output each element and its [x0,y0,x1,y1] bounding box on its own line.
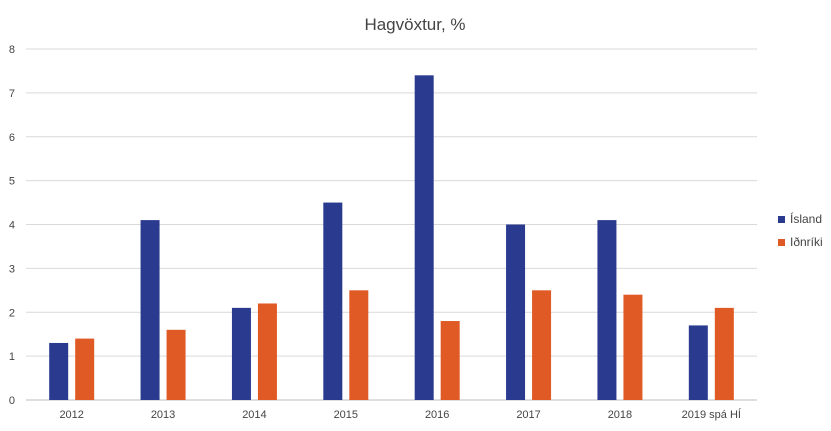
y-tick-label: 6 [9,132,15,144]
x-tick-label: 2012 [59,409,83,421]
y-tick-label: 7 [9,88,15,100]
x-tick-label: 2016 [425,409,449,421]
x-axis-ticks: 2012 2013 2014 2015 2016 2017 2018 2019 spá HÍ [59,408,741,421]
bar-island-4 [414,75,434,400]
legend-swatch [778,216,785,223]
x-tick-label: 2019 spá HÍ [682,408,742,421]
x-tick-label: 2018 [608,409,632,421]
bar-idnriki-1 [166,329,186,400]
y-tick-label: 1 [9,351,15,363]
bars [49,75,734,400]
bar-island-3 [323,202,343,400]
bar-island-7 [688,325,708,400]
x-tick-label: 2013 [151,409,175,421]
bar-idnriki-6 [623,294,643,400]
legend-label: Iðnríki [790,235,823,249]
x-tick-label: 2015 [334,409,358,421]
y-tick-label: 8 [9,44,15,56]
y-tick-label: 0 [9,395,15,407]
legend-swatch [778,239,785,246]
bar-idnriki-4 [440,321,460,400]
bar-idnriki-5 [532,290,552,400]
bar-island-0 [49,342,69,400]
x-tick-label: 2017 [516,409,540,421]
bar-idnriki-7 [714,307,734,400]
gridlines [26,48,757,401]
y-tick-label: 4 [9,220,15,232]
x-tick-label: 2014 [242,409,266,421]
bar-idnriki-0 [75,338,95,400]
bar-idnriki-3 [349,290,369,400]
bar-island-6 [597,220,617,400]
bar-island-2 [231,307,251,400]
legend-label: Ísland [790,211,822,226]
legend: Ísland Iðnríki [778,211,823,249]
y-tick-label: 2 [9,307,15,319]
y-tick-label: 5 [9,176,15,188]
y-tick-label: 3 [9,263,15,275]
bar-idnriki-2 [257,303,277,400]
bar-island-5 [506,224,526,400]
chart-title: Hagvöxtur, % [364,15,465,34]
y-axis-ticks: 0 1 2 3 4 5 6 7 8 [9,44,15,407]
bar-island-1 [140,220,160,400]
